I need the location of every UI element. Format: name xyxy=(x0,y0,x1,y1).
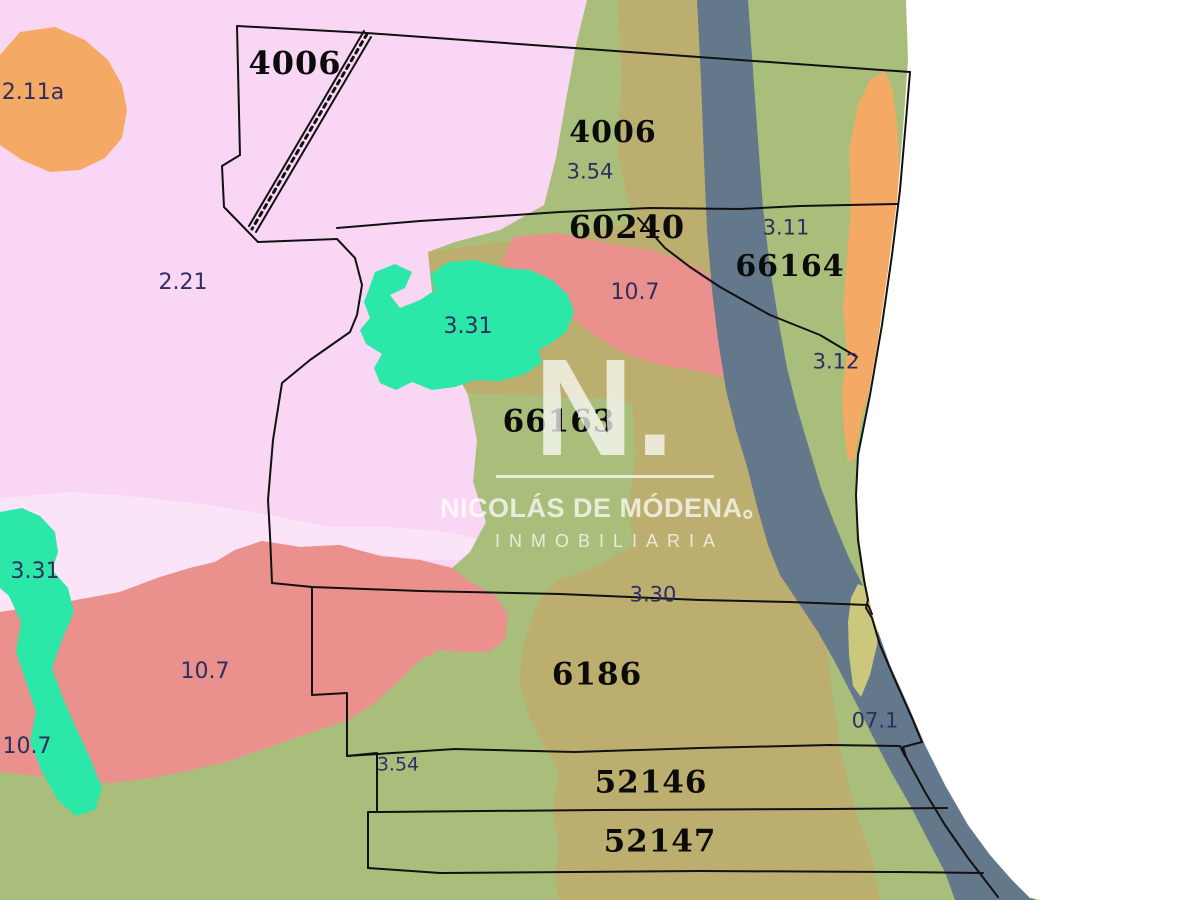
region-outside-map xyxy=(856,0,1200,900)
soil-code-3-31-west: 3.31 xyxy=(10,559,60,584)
soil-code-07-1: 07.1 xyxy=(851,708,899,733)
boundary-parcel4006-west xyxy=(221,25,259,243)
boundary-parcel6186-north xyxy=(271,582,873,615)
boundary-parcel221-north xyxy=(257,238,338,243)
region-soil-teal-west xyxy=(0,508,102,816)
soil-code-3-12: 3.12 xyxy=(812,349,860,374)
boundary-parcel221-east xyxy=(267,238,363,584)
soil-code-2-11a: 2.11a xyxy=(1,80,65,105)
boundary-parcel6186-west xyxy=(311,586,348,757)
parcel-label-52147: 52147 xyxy=(603,823,717,860)
soil-code-3-54-north: 3.54 xyxy=(566,159,614,184)
region-river xyxy=(697,0,1035,900)
boundary-road-right xyxy=(255,36,372,233)
parcel-label-60240: 60240 xyxy=(568,208,686,246)
boundary-parcel52147-south xyxy=(367,867,984,874)
region-soil-teal-center xyxy=(360,260,574,390)
region-soil-salmon-center xyxy=(502,233,763,380)
parcel-boundaries xyxy=(221,25,999,898)
parcel-label-4006-north: 4006 xyxy=(569,115,657,150)
boundary-coastline xyxy=(855,71,999,898)
soil-code-3-54-south: 3.54 xyxy=(376,753,420,776)
soil-code-10-7-center: 10.7 xyxy=(610,280,660,305)
parcel-label-6186: 6186 xyxy=(551,656,643,693)
soil-code-3-11: 3.11 xyxy=(762,215,810,240)
boundary-parcel60240-south-diagonal xyxy=(637,217,858,358)
region-soil-khaki xyxy=(428,0,880,900)
boundary-north-long xyxy=(366,32,911,73)
soil-code-3-31-center: 3.31 xyxy=(443,314,493,339)
parcel-label-52146: 52146 xyxy=(594,764,708,801)
parcel-label-66164: 66164 xyxy=(735,249,845,284)
boundary-parcel52146-north xyxy=(346,744,906,757)
parcel-label-4006-nw: 4006 xyxy=(248,44,342,82)
region-soil-orange-strip xyxy=(842,71,900,462)
boundary-parcel52147-north xyxy=(374,807,948,813)
region-soil-salmon-southwest xyxy=(0,541,508,783)
boundary-parcel4006-north xyxy=(236,25,368,34)
region-soil-pink-light xyxy=(0,492,500,614)
soil-code-10-7-west: 10.7 xyxy=(180,659,230,684)
region-soil-orange-topleft xyxy=(0,27,127,172)
soil-code-2-21: 2.21 xyxy=(158,270,208,295)
boundary-parcel60240-north xyxy=(336,203,898,229)
soil-code-10-7-southwest: 10.7 xyxy=(2,734,52,759)
boundary-road-hatch xyxy=(250,32,369,231)
parcel-label-66163: 66163 xyxy=(502,403,616,440)
soil-code-3-30: 3.30 xyxy=(629,582,677,607)
boundary-road-left xyxy=(248,30,365,227)
